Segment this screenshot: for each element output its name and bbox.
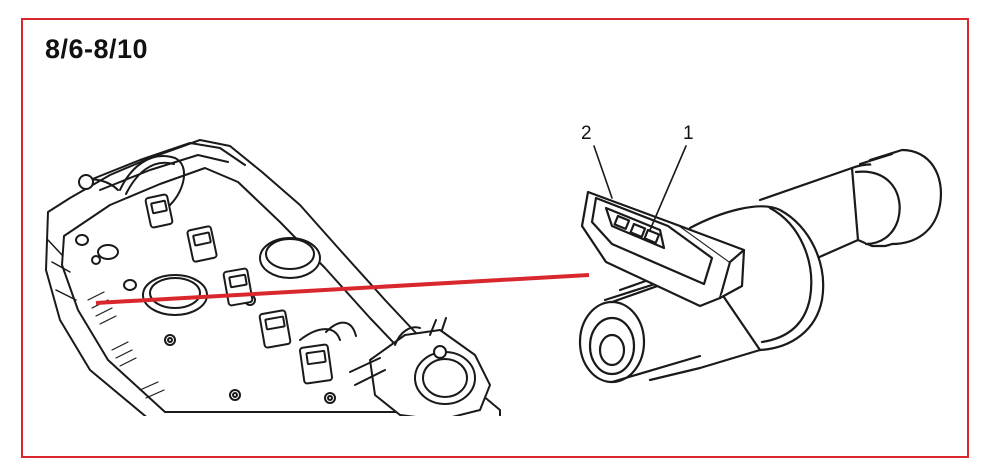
throttle-body: [349, 317, 491, 416]
callout-label-2: 2: [581, 123, 592, 144]
engine-cylinder-head: [45, 139, 501, 416]
fuel-injector: [578, 145, 943, 384]
figure-title: 8/6-8/10: [45, 34, 149, 64]
pointer-line: [95, 273, 590, 305]
callout-label-1: 1: [683, 123, 694, 144]
injector-connectors: [144, 193, 333, 385]
injector-connector: [580, 190, 746, 308]
